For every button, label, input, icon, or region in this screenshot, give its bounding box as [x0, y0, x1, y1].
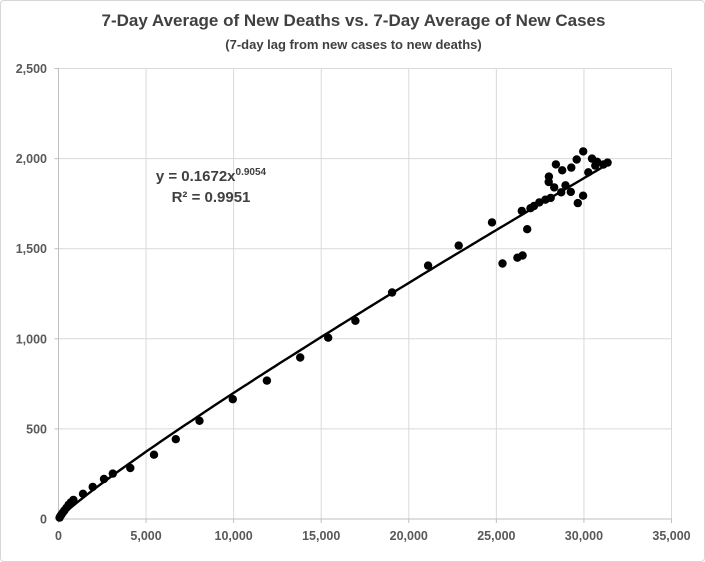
data-point	[108, 469, 118, 478]
data-point	[99, 474, 109, 484]
data-point	[149, 450, 159, 459]
data-point	[78, 489, 88, 498]
y-tick-label: 0	[40, 513, 47, 527]
data-point	[423, 261, 433, 270]
data-point	[584, 168, 593, 177]
y-tick-label: 2,500	[16, 62, 47, 76]
data-point	[517, 206, 526, 216]
chart-title: 7-Day Average of New Deaths vs. 7-Day Av…	[101, 11, 606, 30]
x-tick-label: 30,000	[565, 529, 603, 543]
data-point	[579, 147, 588, 156]
x-tick-label: 5,000	[130, 529, 161, 543]
data-point	[296, 353, 305, 362]
x-tick-label: 10,000	[215, 529, 253, 543]
trend-line	[58, 161, 612, 520]
r-squared: R² = 0.9951	[171, 189, 251, 206]
equation-line: y = 0.1672x0.9054	[1, 162, 421, 187]
data-point	[69, 495, 78, 505]
data-point	[557, 188, 566, 197]
data-point	[544, 172, 554, 181]
y-tick-label: 500	[26, 422, 47, 436]
chart-subtitle: (7-day lag from new cases to new deaths)	[225, 37, 482, 52]
data-point	[88, 482, 97, 492]
data-point	[518, 251, 527, 260]
data-point	[546, 193, 555, 203]
x-tick-label: 25,000	[477, 529, 515, 543]
data-point	[171, 435, 180, 444]
data-point	[487, 218, 497, 227]
data-point	[126, 463, 135, 473]
data-point	[498, 259, 507, 268]
x-tick-label: 20,000	[390, 529, 428, 543]
data-point	[551, 160, 561, 169]
data-point	[572, 155, 581, 164]
data-point	[262, 376, 272, 385]
data-point	[324, 333, 333, 342]
y-tick-label: 1,000	[16, 332, 47, 346]
data-point	[561, 181, 570, 190]
data-point	[573, 198, 582, 208]
data-point	[593, 157, 602, 166]
data-point	[228, 395, 237, 404]
y-tick-label: 2,000	[16, 152, 47, 166]
trendline-annotation: y = 0.1672x0.9054 R² = 0.9951	[1, 162, 421, 208]
data-point	[550, 183, 559, 192]
data-point	[566, 187, 575, 197]
data-point	[578, 191, 588, 200]
data-point	[558, 166, 567, 175]
data-point	[351, 316, 360, 325]
x-tick-label: 0	[55, 529, 62, 543]
x-tick-label: 35,000	[652, 529, 690, 543]
data-point	[454, 241, 463, 250]
y-tick-label: 1,500	[16, 242, 47, 256]
equation-base: y = 0.1672x	[155, 168, 236, 185]
data-point	[603, 158, 612, 167]
equation-exponent: 0.9054	[235, 167, 267, 178]
data-point	[195, 416, 204, 425]
x-tick-label: 15,000	[302, 529, 340, 543]
data-point	[567, 163, 576, 172]
data-point	[523, 225, 532, 234]
data-point	[387, 288, 397, 297]
